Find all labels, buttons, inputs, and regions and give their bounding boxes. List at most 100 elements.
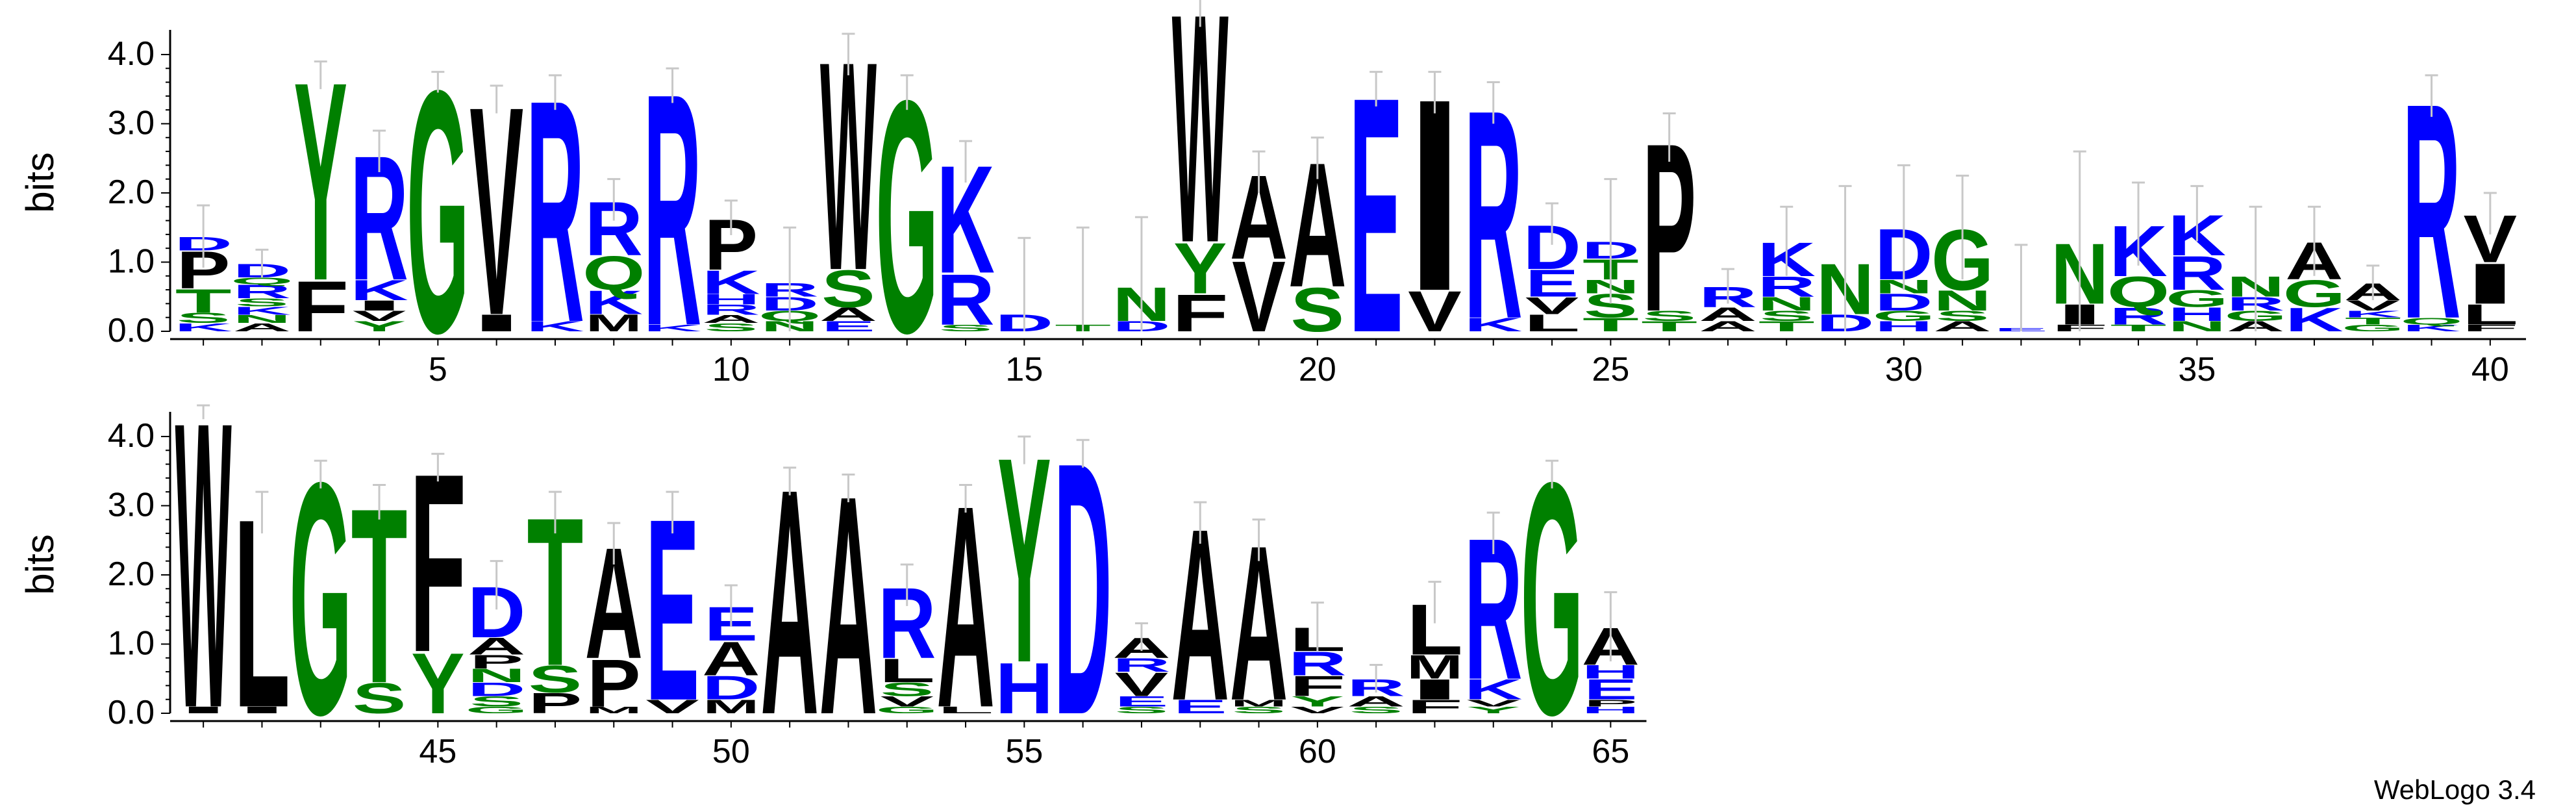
position-22: VI xyxy=(1407,42,1462,348)
residue-a-glyph: A xyxy=(819,303,877,325)
x-tick-label: 10 xyxy=(712,351,750,388)
residue-h-glyph: H xyxy=(995,648,1053,729)
position-18: FYW xyxy=(1172,0,1229,343)
residue-a-glyph: A xyxy=(1933,318,1991,335)
residue-v-glyph: V xyxy=(1115,666,1169,704)
y-axis-title: bits xyxy=(18,534,62,594)
residue-h-glyph: H xyxy=(1875,318,1932,335)
position-21: E xyxy=(1349,27,1403,403)
residue-r-glyph: R xyxy=(2168,246,2226,300)
residue-k-glyph: K xyxy=(350,274,408,307)
residue-h-glyph: H xyxy=(2168,303,2226,325)
residue-a-glyph: A xyxy=(702,632,760,686)
position-9: KR xyxy=(644,25,701,395)
residue-s-glyph: S xyxy=(1936,308,1990,324)
x-tick-label: 20 xyxy=(1299,351,1336,388)
residue-e-glyph: E xyxy=(1525,262,1579,305)
residue-k-glyph: K xyxy=(174,321,232,334)
residue-r-glyph: R xyxy=(702,301,760,318)
residue-m-glyph: M xyxy=(1407,648,1463,686)
residue-e-glyph: E xyxy=(821,318,875,335)
position-58: EA xyxy=(1171,479,1229,752)
residue-m-glyph: M xyxy=(703,696,759,718)
residue-v-glyph: V xyxy=(880,693,934,709)
residue-s-glyph: S xyxy=(880,679,934,700)
residue-s-glyph: S xyxy=(1291,275,1345,345)
position-32: E xyxy=(1994,244,2048,333)
residue-n-glyph: N xyxy=(233,312,291,325)
residue-p-glyph: P xyxy=(469,651,523,672)
position-45: YF xyxy=(410,421,466,732)
residue-f-glyph: F xyxy=(1172,283,1229,342)
residue-h-glyph: H xyxy=(702,291,760,307)
x-tick-label: 55 xyxy=(1005,733,1043,770)
residue-s-glyph: S xyxy=(529,657,582,700)
residue-d-glyph: D xyxy=(468,679,525,700)
residue-e-glyph: E xyxy=(1115,693,1169,709)
position-49: VE xyxy=(645,464,699,755)
residue-n-glyph: N xyxy=(2168,318,2226,335)
residue-s-glyph: S xyxy=(1232,705,1286,716)
y-tick-label: 3.0 xyxy=(108,104,155,142)
residue-p-glyph: P xyxy=(587,646,641,721)
x-tick-label: 40 xyxy=(2471,351,2509,388)
residue-s-glyph: S xyxy=(705,321,758,334)
position-19: VA xyxy=(1230,150,1288,353)
y-tick-label: 3.0 xyxy=(108,486,155,524)
residue-e-glyph: E xyxy=(1173,696,1227,717)
position-17: DN xyxy=(1112,216,1171,335)
position-59: SMA xyxy=(1230,500,1288,747)
y-tick-label: 4.0 xyxy=(108,35,155,73)
y-tick-label: 0.0 xyxy=(108,312,155,349)
x-tick-label: 60 xyxy=(1299,733,1336,770)
residue-a-glyph: A xyxy=(1699,318,1757,335)
residue-s-glyph: S xyxy=(1642,308,1696,324)
residue-f-glyph: F xyxy=(292,267,349,348)
residue-f-glyph: F xyxy=(1407,696,1463,717)
position-44: ST xyxy=(351,457,408,735)
position-61: SAR xyxy=(1347,663,1405,715)
residue-k-glyph: K xyxy=(702,264,760,301)
residue-s-glyph: S xyxy=(235,296,289,309)
residue-a-glyph: A xyxy=(468,633,525,659)
residue-k-glyph: K xyxy=(2403,323,2460,334)
residue-k-glyph: K xyxy=(2285,301,2343,339)
residue-w-glyph: W xyxy=(1172,0,1229,311)
x-tick-label: 25 xyxy=(1592,351,1629,388)
position-16: T xyxy=(1055,226,1111,333)
residue-l-glyph: L xyxy=(1524,310,1581,336)
position-5: G xyxy=(406,18,469,405)
residue-i-glyph: I xyxy=(351,298,407,314)
position-37: KGA xyxy=(2283,205,2345,339)
residue-g-glyph: G xyxy=(1873,308,1935,324)
residue-i-glyph: I xyxy=(1407,674,1462,706)
x-tick-label: 30 xyxy=(1885,351,1923,388)
residue-m-glyph: M xyxy=(586,705,642,716)
residue-n-glyph: N xyxy=(468,665,525,686)
residue-n-glyph: N xyxy=(1758,293,1816,314)
position-23: KR xyxy=(1464,49,1522,381)
position-48: MPA xyxy=(585,515,643,721)
residue-k-glyph: K xyxy=(644,323,701,334)
residue-l-glyph: L xyxy=(938,705,994,715)
residue-v-glyph: V xyxy=(1466,698,1520,709)
residue-t-glyph: T xyxy=(2345,316,2401,326)
residue-r-glyph: R xyxy=(936,259,994,340)
residue-r-glyph: R xyxy=(2109,303,2167,329)
y-tick-label: 1.0 xyxy=(108,242,155,280)
residue-l-glyph: L xyxy=(879,652,935,689)
y-tick-label: 4.0 xyxy=(108,417,155,455)
position-14: SRK xyxy=(936,134,994,339)
residue-g-glyph: G xyxy=(2166,286,2228,312)
residue-q-glyph: Q xyxy=(231,275,293,286)
